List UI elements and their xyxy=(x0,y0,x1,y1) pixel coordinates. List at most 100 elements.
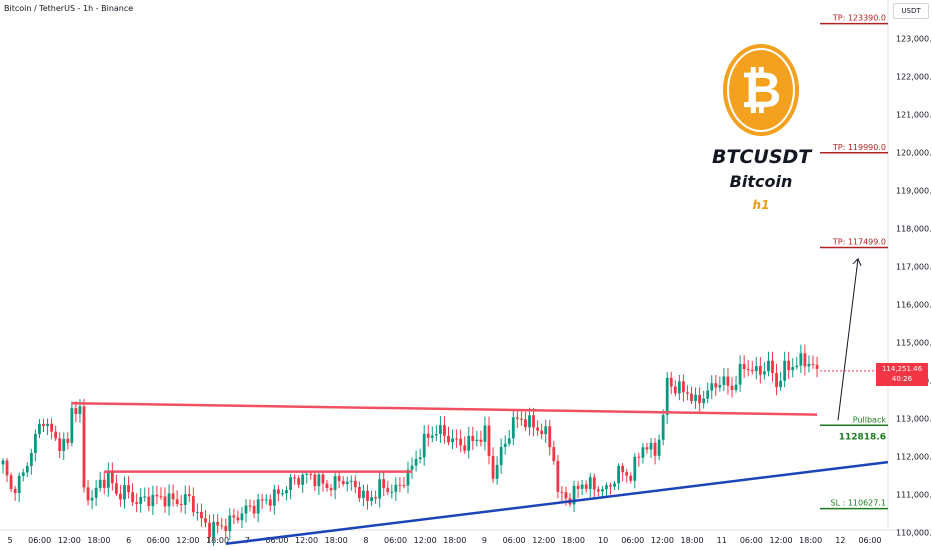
candle-body xyxy=(487,425,491,457)
candle-body xyxy=(434,434,438,436)
candle-body xyxy=(216,521,220,526)
candle-body xyxy=(710,383,714,391)
candle-body xyxy=(605,485,608,490)
candle-body xyxy=(163,496,167,507)
candle-body xyxy=(386,488,390,492)
candle-body xyxy=(244,505,248,514)
time-tick-label: 06:00 xyxy=(28,536,51,545)
candle-body xyxy=(74,408,78,414)
candle-body xyxy=(90,497,94,501)
price-tick-label: 120,000.00 xyxy=(896,148,932,157)
last-price-tag: 114,251.46 40:26 xyxy=(876,362,928,386)
time-tick-label: 06:00 xyxy=(621,536,644,545)
candle-body xyxy=(763,371,766,375)
price-tick-label: 122,000.00 xyxy=(896,72,932,81)
candle-body xyxy=(333,476,337,491)
candle-body xyxy=(155,494,159,497)
candle-body xyxy=(552,447,556,462)
time-tick-label: 18:00 xyxy=(87,536,110,545)
candle-body xyxy=(730,385,734,391)
logo-letter: ₿ xyxy=(740,61,782,119)
candle-body xyxy=(807,363,811,367)
candle-body xyxy=(297,478,301,485)
price-tick-label: 121,000.00 xyxy=(896,110,932,119)
candle-body xyxy=(536,427,539,431)
candle-body xyxy=(609,485,612,487)
candle-body xyxy=(98,479,102,488)
candle-body xyxy=(94,487,98,498)
candle-body xyxy=(187,494,191,497)
candle-body xyxy=(637,456,641,458)
candle-body xyxy=(370,497,373,502)
candle-body xyxy=(576,485,580,489)
candle-body xyxy=(1,460,5,465)
candle-body xyxy=(783,360,787,381)
candle-body xyxy=(564,492,568,499)
candle-body xyxy=(447,435,450,443)
last-price-value: 114,251.46 xyxy=(881,364,923,373)
symbol-title: Bitcoin / TetherUS - 1h - Binance xyxy=(4,4,134,13)
candle-body xyxy=(815,364,819,369)
candle-body xyxy=(694,394,697,401)
time-tick-label: 12:00 xyxy=(651,536,674,545)
candle-body xyxy=(349,480,353,482)
resistance-trendline xyxy=(71,401,818,416)
candle-body xyxy=(171,493,175,500)
currency-selector[interactable]: USDT xyxy=(893,3,929,19)
candle-body xyxy=(410,465,414,470)
time-tick-label: 12 xyxy=(835,536,845,545)
candle-body xyxy=(633,456,637,481)
candle-body xyxy=(556,461,560,492)
candle-body xyxy=(584,484,588,489)
candle-body xyxy=(588,477,592,489)
candle-body xyxy=(268,499,272,506)
candle-body xyxy=(329,487,333,491)
candle-body xyxy=(277,489,280,494)
candle-body xyxy=(572,485,576,505)
level-label: TP: 119990.0 xyxy=(832,143,886,152)
candle-body xyxy=(366,490,369,502)
candle-body xyxy=(803,353,807,367)
candle-body xyxy=(285,490,288,494)
candle-body xyxy=(398,484,402,486)
candle-body xyxy=(179,504,183,506)
level-label: SL : 110627.1 xyxy=(831,499,887,508)
candle-body xyxy=(9,475,13,489)
level-label: TP: 117499.0 xyxy=(832,237,886,246)
candle-body xyxy=(479,439,483,442)
price-tick-label: 117,000.00 xyxy=(896,262,932,271)
candle-body xyxy=(795,365,799,368)
candle-body xyxy=(515,417,519,419)
candle-body xyxy=(143,496,147,498)
price-tick-label: 112,000.00 xyxy=(896,452,932,461)
candle-body xyxy=(596,489,600,492)
time-tick-label: 18:00 xyxy=(799,536,822,545)
candle-body xyxy=(260,499,264,501)
projection-arrow-line xyxy=(837,258,859,421)
candle-body xyxy=(305,473,309,475)
candle-body xyxy=(406,469,410,486)
candle-body xyxy=(499,446,503,465)
candle-body xyxy=(228,515,232,531)
candle-body xyxy=(224,526,228,531)
candle-body xyxy=(42,423,45,427)
price-tick-label: 116,000.00 xyxy=(896,300,932,309)
candle-body xyxy=(714,383,718,388)
candle-body xyxy=(38,423,41,435)
candle-body xyxy=(483,425,487,442)
candle-body xyxy=(540,430,544,435)
level-label: TP: 123390.0 xyxy=(832,14,886,23)
candle-body xyxy=(653,442,657,456)
time-tick-label: 18:00 xyxy=(206,536,229,545)
candle-body xyxy=(82,406,86,488)
candle-body xyxy=(46,423,49,427)
candle-body xyxy=(204,518,207,523)
candle-body xyxy=(281,493,284,495)
time-tick-label: 18:00 xyxy=(443,536,466,545)
candle-body xyxy=(528,415,531,428)
candle-body xyxy=(677,381,681,394)
candle-body xyxy=(702,398,706,404)
time-tick-label: 06:00 xyxy=(858,536,881,545)
